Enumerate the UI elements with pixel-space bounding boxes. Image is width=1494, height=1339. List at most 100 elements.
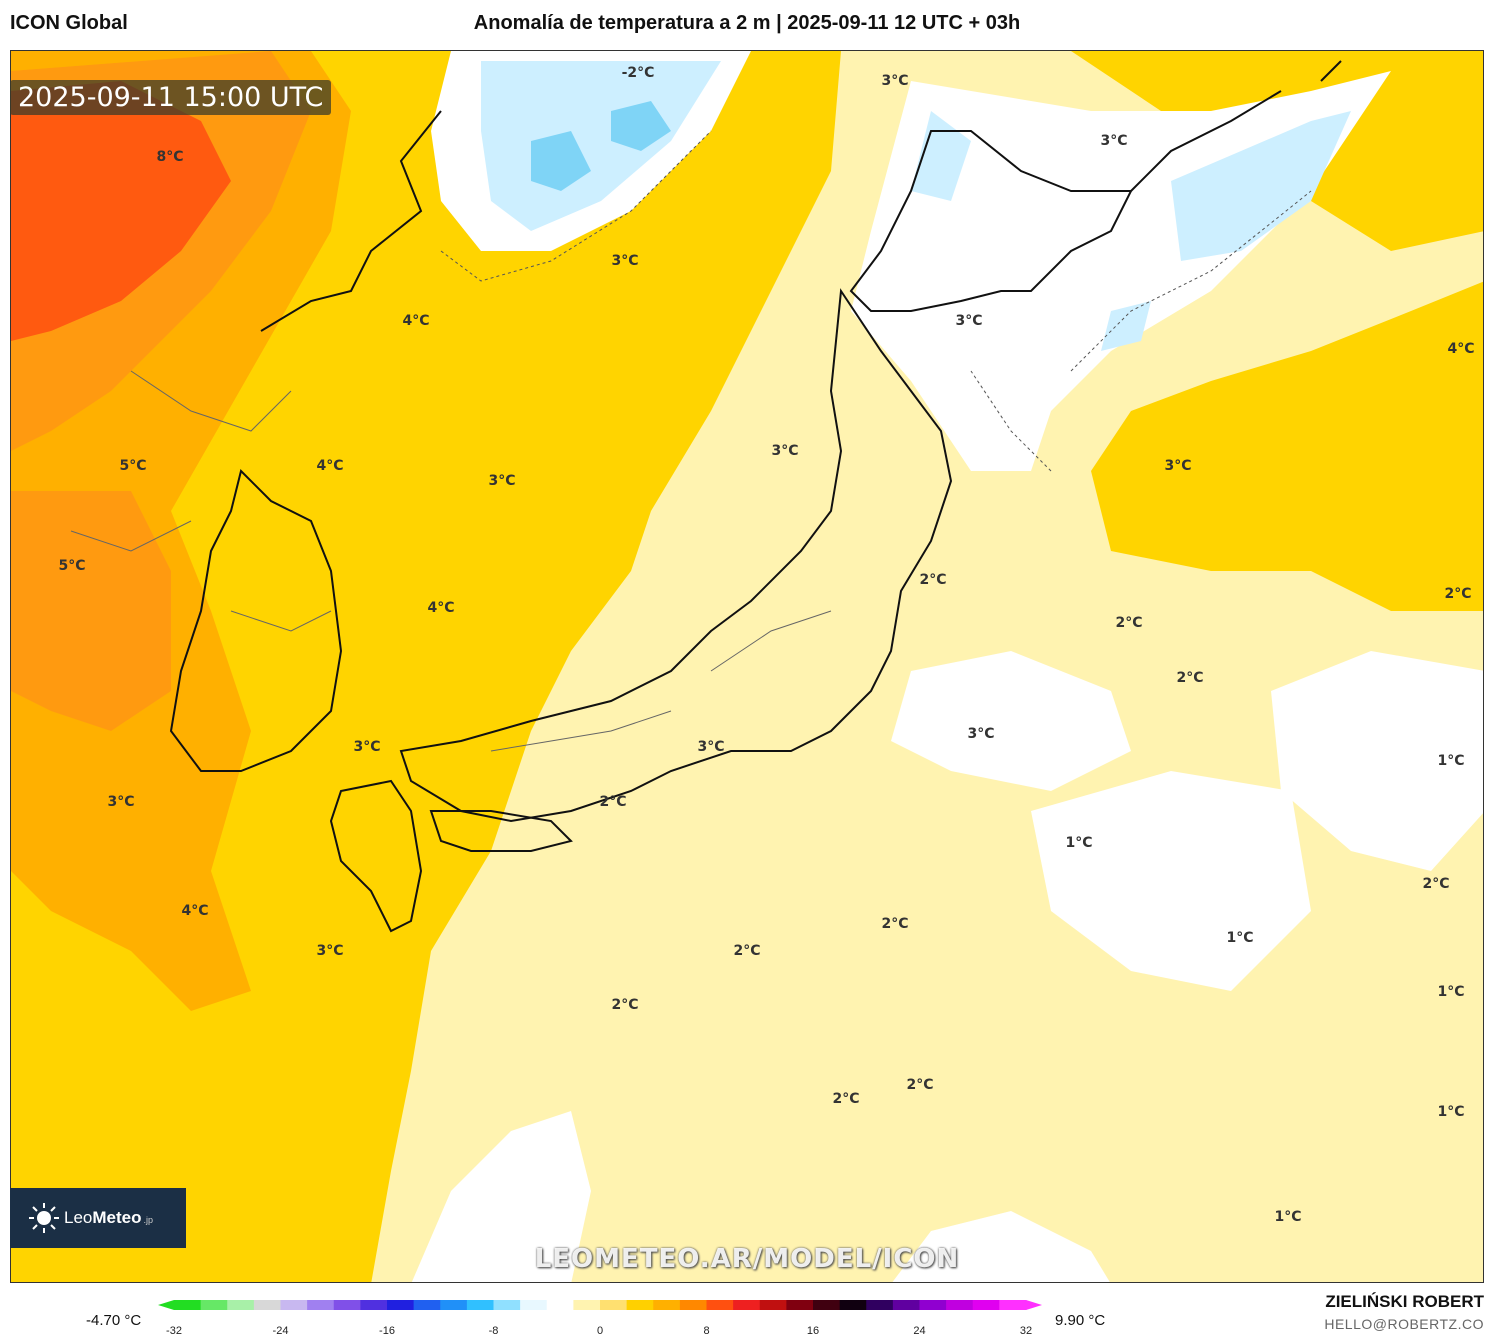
sakhalin-kuril-outline: [1130, 60, 1342, 192]
colorbar-swatch: [866, 1300, 894, 1310]
map-label: 3°C: [1100, 133, 1128, 149]
colorbar-tick-label: -16: [379, 1325, 395, 1337]
map-title: Anomalía de temperatura a 2 m | 2025-09-…: [473, 12, 1021, 34]
white-region-southwest: [411, 1111, 591, 1282]
colorbar-swatch: [919, 1300, 947, 1310]
colorbar-swatch: [653, 1300, 681, 1310]
colorbar-swatch: [759, 1300, 787, 1310]
pale-blue-north: [481, 61, 721, 231]
colorbar: [158, 1300, 1042, 1310]
map-label: 3°C: [316, 943, 344, 959]
colorbar-swatch: [413, 1300, 441, 1310]
model-name: ICON Global: [10, 12, 128, 34]
colorbar-swatch: [786, 1300, 814, 1310]
map-label: 2°C: [906, 1077, 934, 1093]
map-label: 2°C: [832, 1091, 860, 1107]
watermark-url: LEOMETEO.AR/MODEL/ICON: [534, 1244, 960, 1274]
red-orange-core: [11, 81, 231, 341]
white-region-southeast: [892, 1211, 1110, 1282]
colorbar-tick-label: -24: [272, 1325, 289, 1337]
logo-text: LeoMeteo .jp: [64, 1208, 154, 1227]
leometeo-logo: LeoMeteo .jp: [10, 1188, 186, 1248]
map-label: 4°C: [402, 313, 430, 329]
map-label: 2°C: [881, 916, 909, 932]
map-label: 2°C: [733, 943, 761, 959]
colorbar-swatch: [520, 1300, 548, 1310]
colorbar-swatch: [333, 1300, 361, 1310]
map-label: 3°C: [353, 739, 381, 755]
map-label: 2°C: [611, 997, 639, 1013]
map-label: 4°C: [427, 600, 455, 616]
colorbar-tick-label: -32: [166, 1325, 182, 1337]
author-name: ZIELIŃSKI ROBERT: [1325, 1292, 1484, 1311]
map-label: 1°C: [1226, 930, 1254, 946]
colorbar-swatch: [946, 1300, 974, 1310]
yellow-region-east: [1091, 281, 1483, 611]
colorbar-swatch: [679, 1300, 707, 1310]
white-region-pacific-2: [1031, 771, 1311, 991]
white-region-pacific-1: [891, 651, 1131, 791]
colorbar-swatch: [280, 1300, 308, 1310]
colorbar-swatch: [227, 1300, 255, 1310]
colorbar-swatch: [813, 1300, 841, 1310]
map-label: 3°C: [697, 739, 725, 755]
blue-patches-north: [531, 101, 671, 191]
map-label: 1°C: [1437, 753, 1465, 769]
map-label: 3°C: [1164, 458, 1192, 474]
colorbar-swatch: [307, 1300, 335, 1310]
colorbar-swatch: [546, 1300, 574, 1310]
colorbar-swatch: [387, 1300, 415, 1310]
map-label: 1°C: [1437, 1104, 1465, 1120]
colorbar-swatch: [253, 1300, 281, 1310]
colorbar-tick-label: 24: [913, 1325, 926, 1337]
map-label: 2°C: [599, 794, 627, 810]
japan-kyushu-outline: [329, 779, 423, 933]
colorbar-swatch: [600, 1300, 628, 1310]
map-label: 8°C: [156, 149, 184, 165]
map-label: 1°C: [1437, 984, 1465, 1000]
colorbar-swatch: [839, 1300, 867, 1310]
colorbar-max-label: 9.90 °C: [1055, 1312, 1106, 1329]
colorbar-swatch: [174, 1300, 202, 1310]
map-label: -2°C: [621, 65, 655, 81]
map-label: 3°C: [967, 726, 995, 742]
map-label: 4°C: [1447, 341, 1475, 357]
colorbar-swatch: [733, 1300, 761, 1310]
colorbar-swatch: [999, 1300, 1027, 1310]
map-label: 2°C: [1422, 876, 1450, 892]
map-label: 1°C: [1274, 1209, 1302, 1225]
colorbar-swatch: [573, 1300, 601, 1310]
map-label: 2°C: [1176, 670, 1204, 686]
map-label: 3°C: [488, 473, 516, 489]
temperature-anomaly-map: -2°C 3°C 3°C 8°C 3°C 4°C 3°C 4°C 3°C 3°C…: [10, 50, 1484, 1283]
colorbar-tick-label: 0: [596, 1325, 604, 1337]
colorbar-max-arrow: [1026, 1300, 1042, 1310]
map-label: 4°C: [181, 903, 209, 919]
colorbar-min-label: -4.70 °C: [86, 1312, 142, 1329]
colorbar-swatch: [626, 1300, 654, 1310]
japan-shikoku-outline: [429, 810, 573, 852]
colorbar-swatch: [200, 1300, 228, 1310]
contour-lines: [440, 130, 1312, 472]
map-label: 2°C: [1444, 586, 1472, 602]
timestamp-badge: 2025-09-11 15:00 UTC: [10, 80, 332, 115]
pale-blue-hokkaido: [911, 111, 1351, 351]
japan-honshu-outline: [399, 288, 953, 823]
korea-outline: [169, 110, 442, 772]
colorbar-min-arrow: [158, 1300, 174, 1310]
map-label: 3°C: [955, 313, 983, 329]
map-label: 3°C: [611, 253, 639, 269]
map-label: 4°C: [316, 458, 344, 474]
map-label: 2°C: [1115, 615, 1143, 631]
colorbar-swatch: [493, 1300, 521, 1310]
colorbar-swatch: [972, 1300, 1000, 1310]
colorbar-swatch: [440, 1300, 468, 1310]
author-email: HELLO@ROBERTZ.CO: [1324, 1316, 1484, 1332]
orange-region-southwest: [11, 491, 171, 731]
map-label: 3°C: [771, 443, 799, 459]
map-label: 3°C: [881, 73, 909, 89]
map-label: 1°C: [1065, 835, 1093, 851]
map-label: 2°C: [919, 572, 947, 588]
colorbar-swatch: [466, 1300, 494, 1310]
colorbar-tick-label: 32: [1019, 1325, 1033, 1337]
